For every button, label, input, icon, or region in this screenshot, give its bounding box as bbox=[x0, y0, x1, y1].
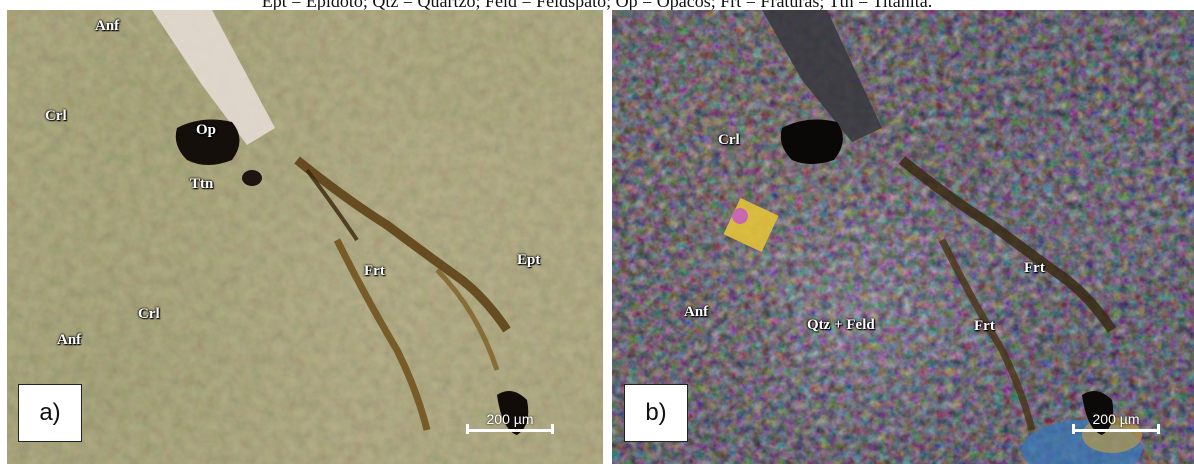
scale-bar-label: 200 µm bbox=[486, 411, 534, 427]
micrograph-b-image bbox=[612, 10, 1194, 464]
panel-label-b: b) bbox=[624, 384, 688, 442]
mineral-label-frt: Frt bbox=[1024, 260, 1045, 276]
mineral-label-qtz-feld: Qtz + Feld bbox=[807, 317, 875, 333]
mineral-label-anf: Anf bbox=[57, 332, 82, 348]
mineral-label-crl: Crl bbox=[45, 108, 67, 124]
scale-bar: 200 µm bbox=[466, 412, 554, 434]
scale-bar-label: 200 µm bbox=[1092, 411, 1140, 427]
mineral-label-anf: Anf bbox=[95, 18, 120, 34]
mineral-label-anf: Anf bbox=[684, 304, 709, 320]
micrograph-panel-b: Crl Frt Anf Qtz + Feld Frt b) 200 µm bbox=[612, 10, 1194, 464]
mineral-label-ttn: Ttn bbox=[190, 176, 214, 192]
mineral-label-frt: Frt bbox=[364, 263, 385, 279]
mineral-label-crl: Crl bbox=[718, 132, 740, 148]
mineral-label-frt: Frt bbox=[974, 318, 995, 334]
mineral-label-ept: Ept bbox=[517, 252, 541, 268]
micrograph-panel-a: Anf Crl Op Ttn Frt Ept Crl Anf a) 200 µm bbox=[7, 10, 603, 464]
panel-label-a: a) bbox=[18, 384, 82, 442]
mineral-label-crl: Crl bbox=[138, 306, 160, 322]
scale-bar: 200 µm bbox=[1072, 412, 1160, 434]
micrograph-a-image bbox=[7, 10, 603, 464]
mineral-label-op: Op bbox=[196, 122, 217, 138]
figure-caption: Ept = Epidoto; Qtz = Quartzo; Feld = Fel… bbox=[261, 0, 933, 11]
